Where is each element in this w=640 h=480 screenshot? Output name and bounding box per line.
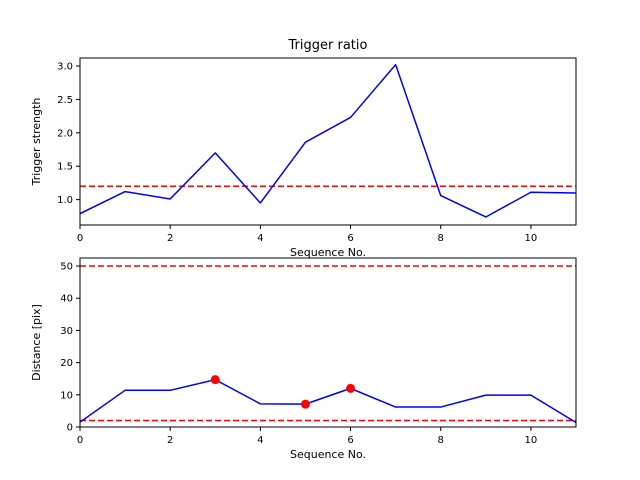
y-tick-label: 2.0 [57,128,73,139]
y-axis-label: Distance [pix] [30,304,43,381]
x-tick-label: 4 [257,233,263,244]
plot-area [80,63,576,218]
y-tick-label: 1.0 [57,195,73,206]
y-tick-label: 1.5 [57,162,73,173]
x-tick-label: 0 [77,435,83,446]
y-tick-label: 2.5 [57,95,73,106]
bottom-chart-panel: 0 2 4 6 8 10 0 10 20 30 40 50 Sequence No. Distance [… [30,257,577,461]
y-tick-label: 10 [60,390,73,401]
plot-area [80,265,576,424]
x-tick-label: 4 [257,435,263,446]
x-axis-label: Sequence No. [290,448,366,461]
x-tick-label: 6 [347,435,353,446]
y-tick-label: 0 [67,423,73,434]
chart-title: Trigger ratio [288,38,368,53]
x-tick-label: 0 [77,233,83,244]
data-point-marker [300,399,310,409]
x-tick-label: 10 [525,233,538,244]
top-chart-panel: 0 2 4 6 8 10 1.0 1.5 2.0 2.5 3.0 Trigger ratio Seque… [30,38,577,259]
x-tick-label: 2 [167,435,173,446]
data-point-marker [346,383,356,393]
y-tick-label: 40 [60,294,73,305]
x-tick-label: 8 [438,435,444,446]
x-tick-label: 6 [347,233,353,244]
y-tick-label: 20 [60,358,73,369]
y-tick-label: 50 [60,262,73,273]
series-line [80,63,576,218]
y-tick-label: 3.0 [57,62,73,73]
x-tick-label: 2 [167,233,173,244]
axes-frame [79,257,577,428]
series-line [80,378,576,424]
axes-frame [79,57,577,226]
x-tick-label: 8 [438,233,444,244]
y-tick-label: 30 [60,326,73,337]
y-axis-label: Trigger strength [30,98,43,187]
data-point-marker [210,375,220,385]
x-axis-label: Sequence No. [290,246,366,259]
x-tick-label: 10 [525,435,538,446]
